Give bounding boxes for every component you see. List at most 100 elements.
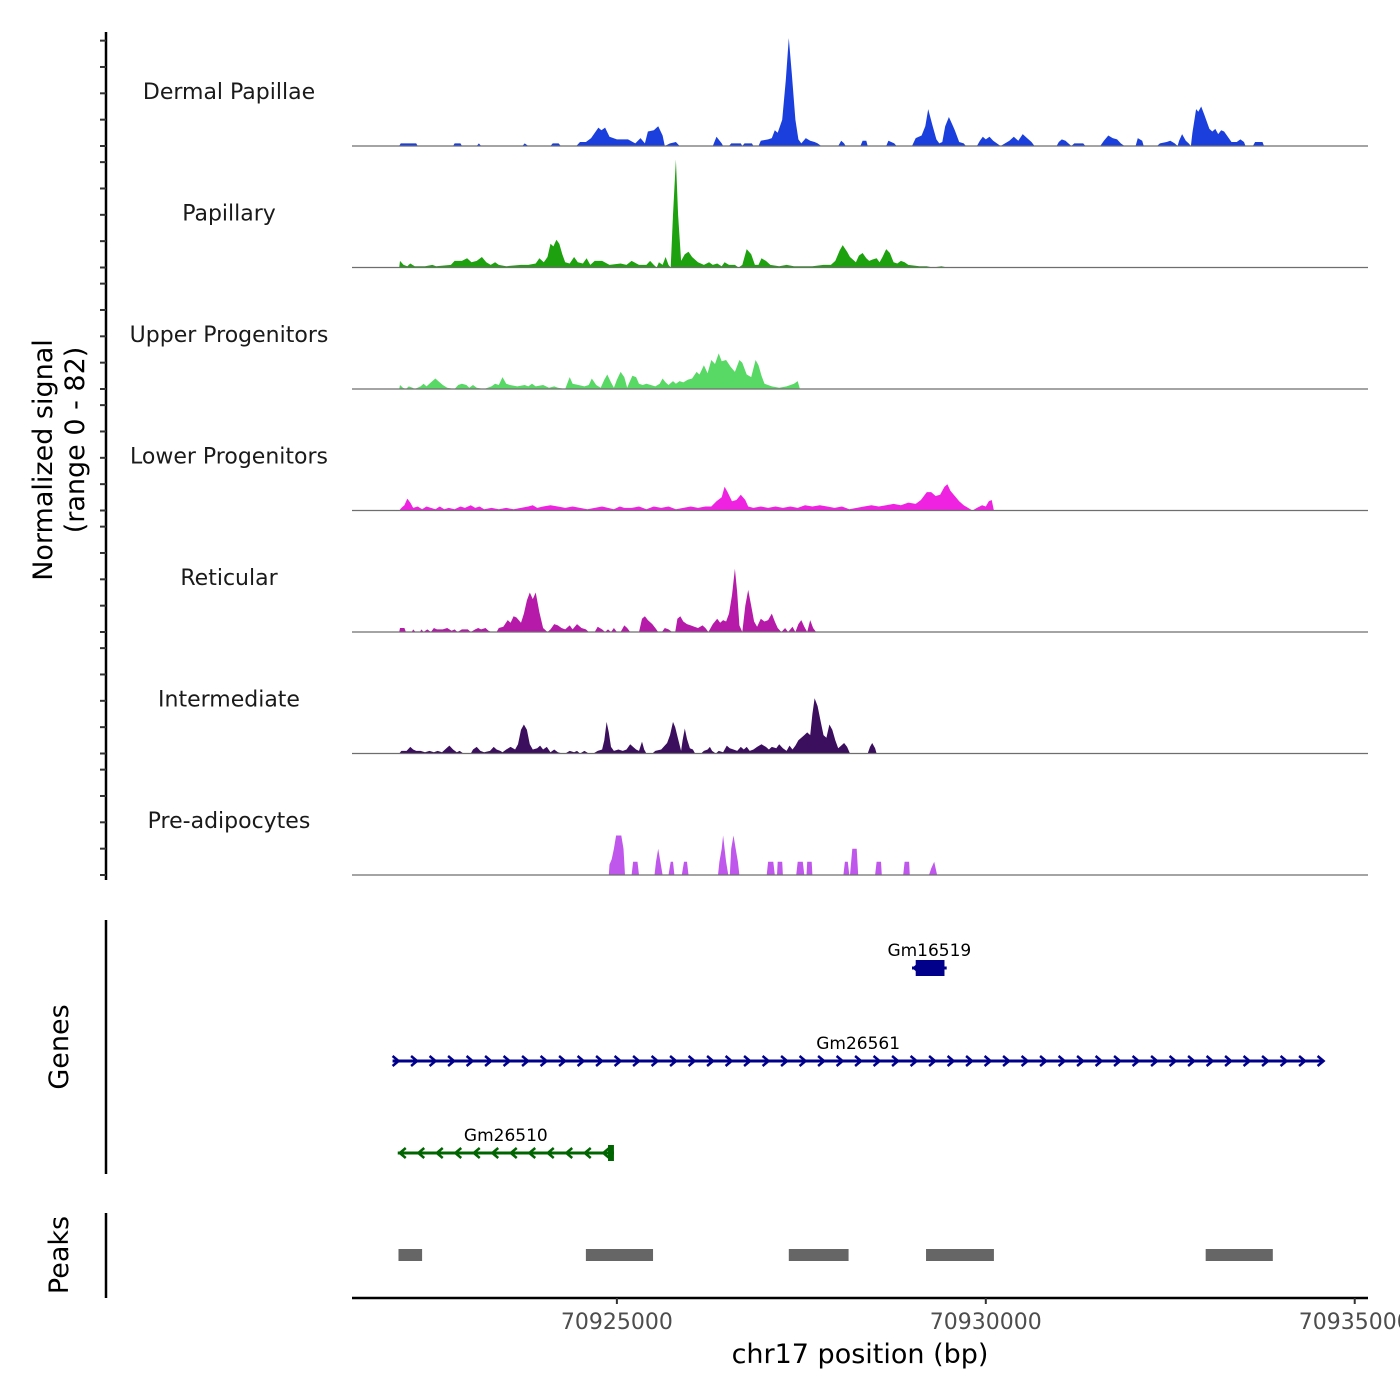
- signal-area: [399, 353, 800, 389]
- strand-arrow-icon: [391, 1055, 401, 1067]
- strand-arrow-icon: [1224, 1055, 1234, 1067]
- strand-arrow-icon: [1131, 1055, 1141, 1067]
- peak-region: [398, 1249, 423, 1261]
- strand-arrow-icon: [872, 1055, 882, 1067]
- exon: [915, 960, 945, 976]
- strand-arrow-icon: [946, 1055, 956, 1067]
- strand-arrow-icon: [632, 1055, 642, 1067]
- peaks-track: [398, 1249, 1273, 1261]
- track-papillary: Papillary: [182, 159, 1368, 269]
- x-axis-title: chr17 position (bp): [732, 1339, 989, 1370]
- strand-arrow-icon: [416, 1147, 426, 1159]
- peak-region: [788, 1249, 849, 1261]
- strand-arrow-icon: [835, 1055, 845, 1067]
- track-label: Upper Progenitors: [130, 323, 329, 348]
- x-tick-label: 70930000: [930, 1310, 1042, 1335]
- strand-arrow-icon: [743, 1055, 753, 1067]
- strand-arrow-icon: [558, 1055, 568, 1067]
- gene-label: Gm26561: [816, 1034, 900, 1054]
- strand-arrow-icon: [1279, 1055, 1289, 1067]
- strand-arrow-icon: [471, 1147, 481, 1159]
- track-upper-progenitors: Upper Progenitors: [130, 323, 1368, 390]
- strand-arrow-icon: [453, 1147, 463, 1159]
- gene-gm26561: Gm26561: [391, 1034, 1326, 1067]
- strand-arrow-icon: [1261, 1055, 1271, 1067]
- strand-arrow-icon: [928, 1055, 938, 1067]
- strand-arrow-icon: [1168, 1055, 1178, 1067]
- gene-label: Gm16519: [887, 941, 971, 961]
- peak-region: [926, 1249, 994, 1261]
- signal-area: [399, 568, 817, 632]
- strand-arrow-icon: [891, 1055, 901, 1067]
- gene-gm16519: Gm16519: [887, 941, 971, 976]
- strand-arrow-icon: [564, 1147, 574, 1159]
- peaks-panel-label: Peaks: [44, 1216, 75, 1294]
- strand-arrow-icon: [1150, 1055, 1160, 1067]
- strand-arrow-icon: [527, 1147, 537, 1159]
- genes-panel-label: Genes: [44, 1004, 75, 1089]
- strand-arrow-icon: [1113, 1055, 1123, 1067]
- strand-arrow-icon: [613, 1055, 623, 1067]
- strand-arrow-icon: [465, 1055, 475, 1067]
- strand-arrow-icon: [1076, 1055, 1086, 1067]
- strand-arrow-icon: [601, 1147, 611, 1159]
- strand-arrow-icon: [539, 1055, 549, 1067]
- track-label: Reticular: [180, 566, 278, 591]
- strand-arrow-icon: [909, 1055, 919, 1067]
- track-lower-progenitors: Lower Progenitors: [130, 445, 1368, 512]
- strand-arrow-icon: [434, 1147, 444, 1159]
- strand-arrow-icon: [521, 1055, 531, 1067]
- signal-area: [399, 159, 948, 268]
- track-dermal-papillae: Dermal Papillae: [143, 38, 1368, 147]
- signal-y-axis: [100, 32, 108, 880]
- peak-region: [585, 1249, 654, 1261]
- strand-arrow-icon: [1094, 1055, 1104, 1067]
- strand-arrow-icon: [397, 1147, 407, 1159]
- peak-region: [1205, 1249, 1273, 1261]
- strand-arrow-icon: [687, 1055, 697, 1067]
- strand-arrow-icon: [595, 1055, 605, 1067]
- strand-arrow-icon: [706, 1055, 716, 1067]
- strand-arrow-icon: [582, 1147, 592, 1159]
- track-label: Pre-adipocytes: [148, 809, 311, 834]
- x-axis: 70925000 70930000 70935000: [352, 1296, 1400, 1335]
- y-axis-title-line2: (range 0 - 82): [60, 347, 91, 534]
- strand-arrow-icon: [983, 1055, 993, 1067]
- strand-arrow-icon: [1298, 1055, 1308, 1067]
- track-label: Lower Progenitors: [130, 445, 328, 470]
- strand-arrow-icon: [508, 1147, 518, 1159]
- strand-arrow-icon: [490, 1147, 500, 1159]
- strand-arrow-icon: [447, 1055, 457, 1067]
- track-pre-adipocytes: Pre-adipocytes: [148, 809, 1368, 876]
- strand-arrow-icon: [1039, 1055, 1049, 1067]
- strand-arrow-icon: [798, 1055, 808, 1067]
- strand-arrow-icon: [854, 1055, 864, 1067]
- strand-arrow-icon: [428, 1055, 438, 1067]
- track-label: Intermediate: [158, 688, 300, 713]
- track-label: Dermal Papillae: [143, 80, 315, 105]
- strand-arrow-icon: [965, 1055, 975, 1067]
- strand-arrow-icon: [1002, 1055, 1012, 1067]
- signal-tracks: Dermal Papillae Papillary Upper Progenitor…: [130, 38, 1368, 876]
- strand-arrow-icon: [1187, 1055, 1197, 1067]
- track-reticular: Reticular: [180, 566, 1368, 633]
- strand-arrow-icon: [410, 1055, 420, 1067]
- signal-area: [399, 698, 877, 754]
- x-tick-label: 70935000: [1299, 1310, 1400, 1335]
- strand-arrow-icon: [1057, 1055, 1067, 1067]
- track-label: Papillary: [182, 202, 276, 227]
- strand-arrow-icon: [817, 1055, 827, 1067]
- signal-area: [608, 835, 938, 875]
- strand-arrow-icon: [545, 1147, 555, 1159]
- strand-arrow-icon: [669, 1055, 679, 1067]
- strand-arrow-icon: [484, 1055, 494, 1067]
- genes-track: Gm16519 Gm26561 Gm26510: [391, 941, 1326, 1161]
- strand-arrow-icon: [1205, 1055, 1215, 1067]
- strand-arrow-icon: [1316, 1055, 1326, 1067]
- gene-label: Gm26510: [464, 1126, 548, 1146]
- strand-arrow-icon: [761, 1055, 771, 1067]
- strand-arrow-icon: [1020, 1055, 1030, 1067]
- exon: [608, 1145, 614, 1161]
- strand-arrow-icon: [724, 1055, 734, 1067]
